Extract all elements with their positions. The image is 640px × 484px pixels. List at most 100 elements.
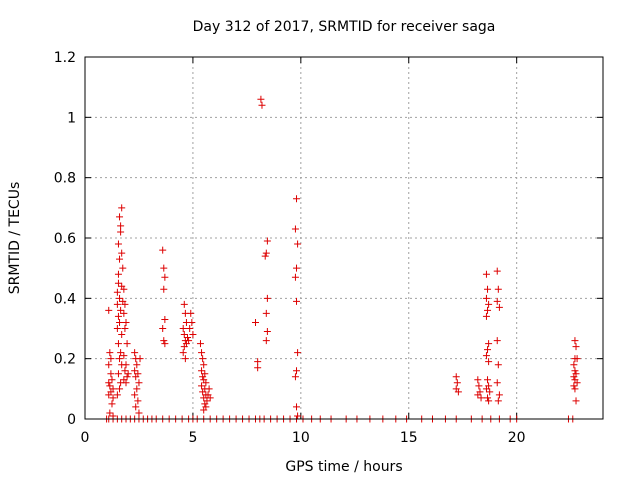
y-tick-label: 0.6: [54, 231, 76, 247]
data-point: [117, 306, 125, 314]
data-point: [206, 394, 214, 402]
data-point: [124, 370, 132, 378]
data-point: [261, 252, 269, 260]
data-point: [293, 367, 301, 375]
data-point: [107, 355, 115, 363]
data-point: [453, 379, 461, 387]
data-point: [119, 264, 127, 272]
data-point: [179, 349, 187, 357]
data-point: [571, 367, 579, 375]
data-point: [131, 367, 139, 375]
data-point: [109, 412, 117, 420]
data-point: [493, 337, 501, 345]
data-point: [133, 361, 141, 369]
data-point: [134, 397, 142, 405]
data-point: [196, 340, 204, 348]
data-point: [475, 382, 483, 390]
data-point: [180, 343, 188, 351]
data-point: [133, 385, 141, 393]
data-point: [117, 222, 125, 230]
data-point: [199, 388, 207, 396]
y-tick-label: 0.4: [54, 291, 76, 307]
data-point: [159, 246, 167, 254]
data-point: [118, 331, 126, 339]
data-point: [118, 249, 126, 257]
y-tick-label: 0.2: [54, 352, 76, 368]
data-point: [495, 391, 503, 399]
data-point: [263, 328, 271, 336]
data-point: [485, 300, 493, 308]
data-point: [105, 361, 113, 369]
data-point: [474, 376, 482, 384]
data-point: [198, 382, 206, 390]
data-point: [571, 337, 579, 345]
data-point: [122, 361, 130, 369]
data-point: [198, 349, 206, 357]
y-tick-label: 1.2: [54, 50, 76, 66]
x-tick-label: 5: [188, 430, 197, 446]
data-point: [131, 391, 139, 399]
data-point: [199, 373, 207, 381]
data-point: [254, 358, 262, 366]
data-point: [132, 403, 140, 411]
data-point: [123, 340, 131, 348]
data-point: [180, 331, 188, 339]
data-point: [105, 379, 113, 387]
data-point: [202, 379, 210, 387]
data-point: [117, 349, 125, 357]
data-point: [105, 391, 113, 399]
data-point: [160, 264, 168, 272]
data-point: [187, 309, 195, 317]
data-point: [291, 273, 299, 281]
data-point: [123, 373, 131, 381]
data-point: [113, 300, 121, 308]
data-point: [494, 397, 502, 405]
data-point: [108, 400, 116, 408]
data-point: [573, 379, 581, 387]
data-point: [161, 315, 169, 323]
data-point: [179, 325, 187, 332]
data-point: [484, 306, 492, 314]
data-point: [294, 412, 302, 420]
data-point: [205, 385, 213, 393]
data-point: [291, 225, 299, 233]
data-point: [482, 270, 490, 278]
data-point: [106, 382, 114, 390]
data-point: [114, 340, 122, 348]
grid: [85, 57, 603, 419]
data-point: [493, 267, 501, 275]
data-point: [116, 318, 124, 326]
data-point: [572, 343, 580, 351]
data-point: [262, 249, 270, 257]
data-point: [114, 312, 122, 320]
data-point: [254, 364, 262, 372]
data-point: [291, 373, 299, 381]
data-point: [120, 285, 128, 293]
data-point: [107, 370, 115, 378]
data-point: [263, 294, 271, 302]
data-point: [572, 397, 580, 405]
data-point: [263, 237, 271, 245]
y-tick-label: 0: [67, 412, 76, 428]
data-point: [493, 379, 501, 387]
data-point: [493, 297, 501, 305]
data-point: [452, 373, 460, 381]
data-point: [293, 297, 301, 305]
data-point: [121, 367, 129, 375]
data-point: [116, 213, 124, 221]
data-point: [482, 385, 490, 393]
y-tick-label: 1: [67, 110, 76, 126]
data-point: [120, 352, 128, 360]
data-point: [484, 285, 492, 293]
data-point: [116, 385, 124, 393]
data-point: [570, 361, 578, 369]
data-point: [188, 318, 196, 326]
data-point: [200, 406, 208, 414]
data-point: [258, 101, 266, 109]
data-point: [494, 361, 502, 369]
x-axis-label: GPS time / hours: [285, 459, 402, 475]
data-point: [114, 370, 122, 378]
data-point: [573, 355, 581, 363]
